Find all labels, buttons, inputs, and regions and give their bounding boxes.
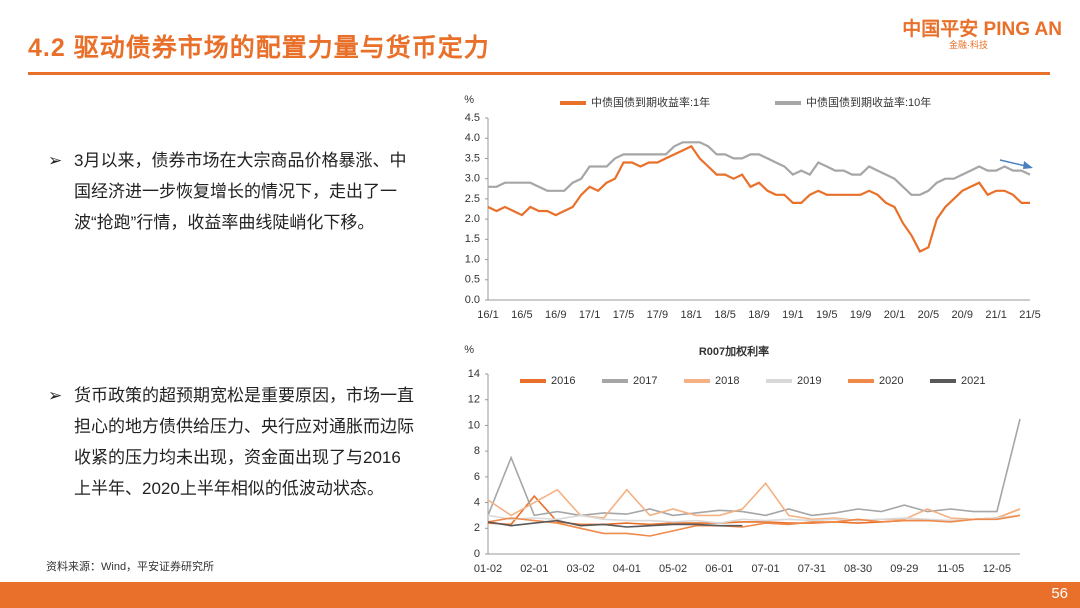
y-unit: % [464, 344, 474, 356]
x-tick-label: 01-02 [474, 563, 502, 575]
x-tick-label: 05-02 [659, 563, 687, 575]
x-tick-label: 03-02 [566, 563, 594, 575]
x-tick-label: 17/9 [647, 309, 668, 321]
page-number: 56 [1051, 585, 1068, 602]
x-tick-label: 20/1 [884, 309, 905, 321]
y-tick-label: 0.0 [465, 294, 480, 306]
legend-label: 2019 [797, 375, 821, 387]
x-tick-label: 19/1 [782, 309, 803, 321]
x-tick-label: 21/5 [1019, 309, 1040, 321]
series-line [488, 141, 1031, 196]
x-tick-label: 17/5 [613, 309, 634, 321]
x-tick-label: 06-01 [705, 563, 733, 575]
y-tick-label: 6 [474, 471, 480, 483]
slide-title: 4.2 驱动债券市场的配置力量与货币定力 [28, 34, 490, 62]
y-tick-label: 1.0 [465, 253, 480, 265]
x-tick-label: 16/5 [511, 309, 532, 321]
arrow-head [1023, 161, 1033, 169]
x-tick-label: 11-05 [937, 563, 964, 575]
logo-sub: 金融·科技 [949, 40, 988, 50]
x-tick-label: 20/5 [918, 309, 939, 321]
legend-label: 2021 [961, 375, 985, 387]
y-tick-label: 3.5 [465, 152, 480, 164]
x-tick-label: 07-01 [751, 563, 779, 575]
y-tick-label: 0.5 [465, 274, 480, 286]
x-tick-label: 18/1 [681, 309, 702, 321]
bullet: 3月以来，债券市场在大宗商品价格暴涨、中国经济进一步恢复增长的情况下，走出了一波… [48, 145, 416, 238]
x-tick-label: 19/9 [850, 309, 871, 321]
y-tick-label: 2 [474, 522, 480, 534]
y-tick-label: 0 [474, 548, 480, 560]
y-tick-label: 12 [468, 394, 480, 406]
x-tick-label: 16/9 [545, 309, 566, 321]
y-tick-label: 2.0 [465, 213, 480, 225]
x-tick-label: 21/1 [985, 309, 1006, 321]
legend-label: 2016 [551, 375, 575, 387]
y-unit: % [464, 94, 474, 106]
bullet: 货币政策的超预期宽松是重要原因，市场一直担心的地方债供给压力、央行应对通胀而边际… [48, 380, 416, 504]
logo: 中国平安 PING AN [902, 19, 1062, 40]
legend-label: 2018 [715, 375, 739, 387]
x-tick-label: 02-01 [520, 563, 548, 575]
series-line [487, 144, 1030, 253]
legend-label: 2020 [879, 375, 903, 387]
x-tick-label: 18/9 [748, 309, 769, 321]
source: 资料来源：Wind，平安证券研究所 [46, 561, 215, 573]
y-tick-label: 14 [468, 368, 480, 380]
y-tick-label: 4.5 [465, 112, 480, 124]
header-rule [28, 72, 1050, 75]
y-tick-label: 4.0 [465, 132, 480, 144]
x-tick-label: 19/5 [816, 309, 837, 321]
series-line [487, 514, 1021, 537]
x-tick-label: 17/1 [579, 309, 600, 321]
series-line [487, 519, 743, 528]
x-tick-label: 07-31 [798, 563, 826, 575]
y-tick-label: 1.5 [465, 233, 480, 245]
series-line [487, 482, 1021, 522]
x-tick-label: 12-05 [983, 563, 1011, 575]
legend-label: 2017 [633, 375, 657, 387]
x-tick-label: 18/5 [714, 309, 735, 321]
x-tick-label: 09-29 [890, 563, 918, 575]
legend-label: 中债国债到期收益率:1年 [591, 95, 710, 109]
y-tick-label: 8 [474, 445, 480, 457]
x-tick-label: 16/1 [477, 309, 498, 321]
x-tick-label: 08-30 [844, 563, 872, 575]
y-tick-label: 3.0 [465, 173, 480, 185]
series-line [487, 514, 1021, 524]
footer-bar [0, 582, 1080, 608]
legend-label: 中债国债到期收益率:10年 [806, 95, 931, 109]
x-tick-label: 20/9 [952, 309, 973, 321]
x-tick-label: 04-01 [613, 563, 641, 575]
y-tick-label: 2.5 [465, 193, 480, 205]
chart-title: R007加权利率 [699, 344, 769, 358]
y-tick-label: 10 [468, 419, 480, 431]
y-tick-label: 4 [474, 496, 480, 508]
